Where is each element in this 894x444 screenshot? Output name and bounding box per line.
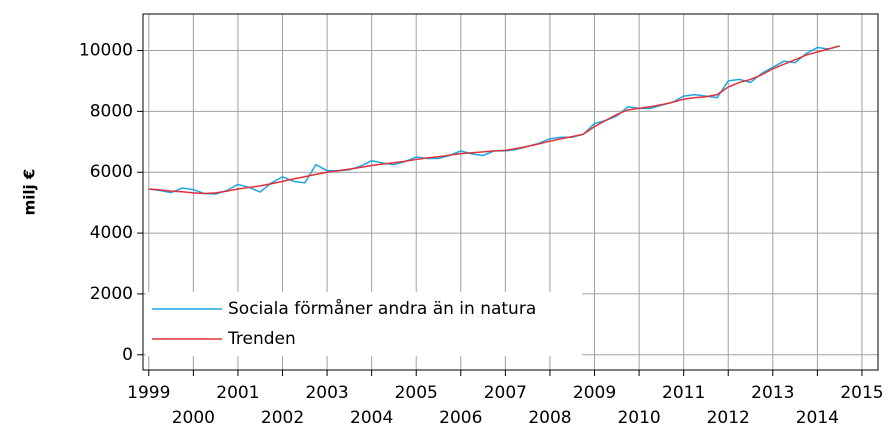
x-tick-label: 2011: [662, 383, 705, 403]
y-tick-label: 6000: [90, 162, 133, 182]
y-tick-label: 4000: [90, 223, 133, 243]
x-tick-label: 2012: [707, 408, 750, 428]
x-tick-label: 2008: [528, 408, 571, 428]
legend: Sociala förmåner andra än in natura Trend…: [146, 292, 582, 356]
x-tick-label: 2013: [751, 383, 794, 403]
x-tick-label: 2005: [395, 383, 438, 403]
y-tick-label: 10000: [79, 41, 133, 61]
legend-label: Trenden: [227, 329, 296, 349]
plot-lines: [148, 45, 840, 195]
legend-label: Sociala förmåner andra än in natura: [228, 298, 536, 319]
x-tick-label: 2000: [172, 408, 215, 428]
x-tick-label: 2014: [796, 408, 839, 428]
x-tick-label: 2002: [261, 408, 304, 428]
x-tick-label: 2006: [439, 408, 482, 428]
x-tick-label: 2007: [484, 383, 527, 403]
x-tick-label: 2001: [216, 383, 259, 403]
x-tick-label: 2015: [840, 383, 883, 403]
y-tick-label: 0: [122, 345, 133, 365]
plot-frame: [142, 13, 879, 371]
y-tick-label: 8000: [90, 101, 133, 121]
y-axis-label: milj €: [21, 169, 39, 216]
x-tick-label: 2010: [617, 408, 660, 428]
y-tick-label: 2000: [90, 284, 133, 304]
x-tick-label: 2003: [305, 383, 348, 403]
x-tick-label: 2009: [573, 383, 616, 403]
x-tick-label: 2004: [350, 408, 393, 428]
series-line: [148, 45, 840, 195]
legend-box: [146, 292, 582, 356]
x-tick-label: 1999: [127, 383, 170, 403]
